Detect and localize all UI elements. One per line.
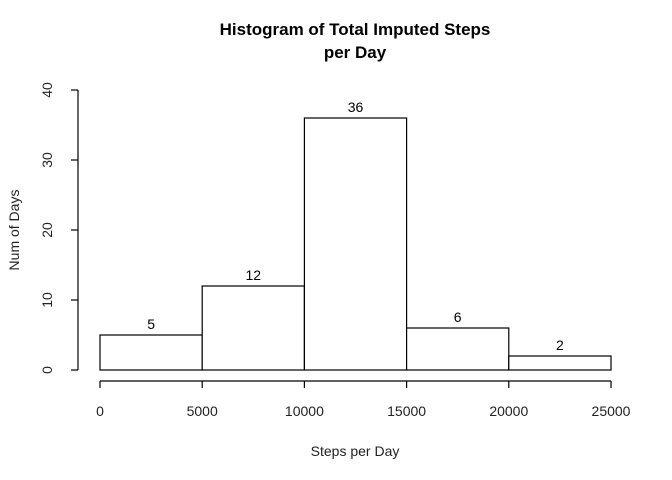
bar-count-label-2: 36	[348, 99, 364, 115]
y-axis-label: Num of Days	[6, 190, 22, 271]
bar-count-label-0: 5	[147, 316, 155, 332]
y-axis: 0 10 20 30 40	[39, 82, 79, 374]
histogram-bar-1	[201, 285, 305, 371]
y-tick-label-2: 20	[39, 222, 55, 238]
y-tick-label-3: 30	[39, 152, 55, 168]
bars-group: 5 12 36 6 2	[99, 99, 612, 371]
x-tick-label-1: 5000	[187, 403, 218, 419]
bar-count-label-3: 6	[454, 309, 462, 325]
x-tick-label-2: 10000	[285, 403, 324, 419]
x-tick-label-0: 0	[96, 403, 104, 419]
histogram-bar-0	[99, 334, 203, 371]
x-tick-label-3: 15000	[387, 403, 426, 419]
histogram-bar-3	[406, 327, 510, 371]
y-tick-label-1: 10	[39, 292, 55, 308]
histogram-bar-4	[508, 355, 612, 371]
x-axis-label: Steps per Day	[311, 443, 400, 459]
x-axis: 0 5000 10000 15000 20000 25000	[96, 380, 631, 419]
chart-title-line-2: per Day	[324, 43, 387, 62]
y-tick-label-0: 0	[39, 366, 55, 374]
bar-count-label-4: 2	[556, 337, 564, 353]
y-tick-label-4: 40	[39, 82, 55, 98]
x-tick-label-4: 20000	[489, 403, 528, 419]
chart-title-line-1: Histogram of Total Imputed Steps	[220, 20, 491, 39]
bar-count-label-1: 12	[246, 267, 262, 283]
histogram-bar-2	[303, 117, 408, 371]
x-tick-label-5: 25000	[592, 403, 631, 419]
